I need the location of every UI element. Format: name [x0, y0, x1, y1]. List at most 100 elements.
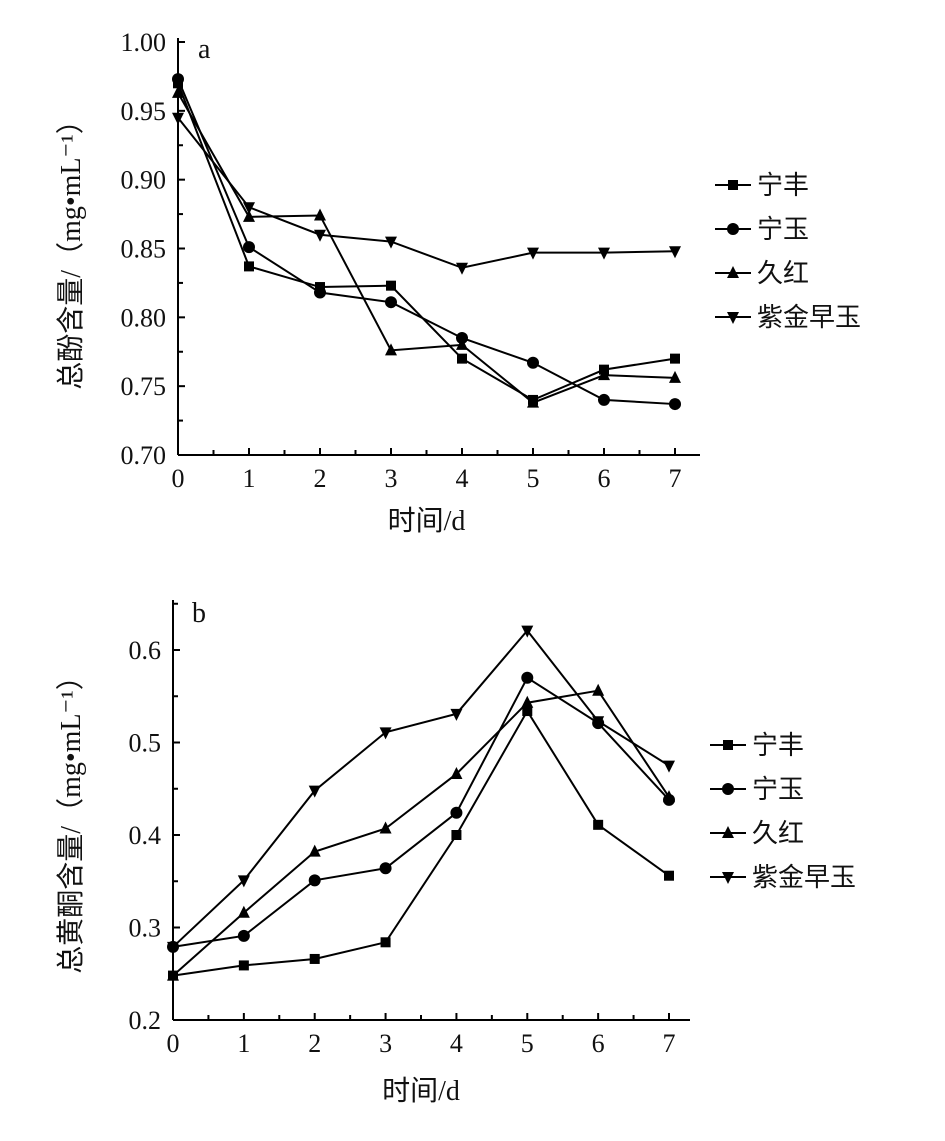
data-point	[314, 286, 326, 299]
legend-label: 久红	[752, 819, 804, 848]
y-tick-label: 0.95	[121, 97, 167, 126]
data-point	[670, 353, 680, 364]
y-tick-label: 0.80	[121, 303, 167, 332]
data-point	[379, 727, 392, 740]
chart-b: 0.2 0.3 0.4 0.5 0.6 0 1 2 3 4 5 6 7 b 时间/d 总黄酮含量/（mg•mL…	[55, 598, 856, 1107]
data-point	[385, 343, 397, 356]
y-tick-label: 0.75	[121, 372, 167, 401]
series-紫金早玉	[172, 112, 681, 275]
x-tick-label: 3	[385, 464, 398, 493]
y-axis-label: 总黄酮含量/（mg•mL⁻¹）	[55, 662, 87, 973]
legend-label: 宁玉	[757, 215, 809, 244]
x-tick-label: 4	[456, 464, 469, 493]
data-point	[663, 760, 675, 773]
legend-label: 宁丰	[757, 171, 809, 200]
data-point	[237, 929, 250, 942]
data-point	[167, 968, 179, 981]
legend-marker	[727, 223, 739, 235]
data-point	[456, 262, 468, 275]
data-point	[598, 393, 610, 406]
series-line	[172, 709, 670, 977]
legend-marker	[727, 312, 739, 324]
data-point	[521, 671, 534, 684]
data-point	[457, 353, 467, 364]
data-point	[386, 280, 396, 291]
data-point	[592, 716, 605, 729]
x-tick-label: 2	[308, 1029, 321, 1058]
series-line	[172, 689, 670, 977]
data-point	[167, 941, 179, 954]
data-point	[172, 73, 184, 86]
x-tick-label: 6	[592, 1029, 605, 1058]
data-point	[598, 247, 610, 260]
data-point	[669, 370, 681, 383]
y-tick-label: 0.3	[129, 914, 162, 943]
data-point	[308, 785, 321, 798]
data-point	[450, 708, 463, 721]
x-tick-label: 6	[598, 464, 611, 493]
legend-label: 久红	[757, 259, 809, 288]
x-tick-label: 7	[663, 1029, 676, 1058]
data-point	[592, 683, 605, 696]
y-tick-label: 0.5	[129, 729, 162, 758]
data-point	[309, 953, 320, 964]
data-point	[237, 905, 250, 918]
series-line	[172, 628, 670, 948]
y-tick-label: 0.90	[121, 166, 167, 195]
y-tick-label: 0.6	[129, 636, 162, 665]
legend-label: 紫金早玉	[752, 863, 856, 892]
x-tick-label: 7	[669, 464, 682, 493]
data-point	[243, 202, 255, 215]
x-tick-label: 5	[521, 1029, 534, 1058]
data-point	[450, 806, 463, 819]
x-tick-label: 0	[172, 464, 185, 493]
series-line	[172, 676, 670, 948]
x-tick-label: 5	[527, 464, 540, 493]
y-axis-label: 总酚含量/（mg•mL⁻¹）	[55, 106, 87, 389]
x-axis-label: 时间/d	[388, 505, 466, 537]
y-tick-label: 0.85	[121, 235, 167, 264]
y-tick-label: 0.2	[129, 1006, 162, 1035]
data-point	[456, 337, 468, 350]
x-tick-label: 1	[243, 464, 256, 493]
series-line	[177, 92, 676, 404]
series-宁玉	[172, 73, 681, 411]
panel-label: a	[198, 34, 211, 65]
legend-label: 紫金早玉	[757, 303, 861, 332]
data-point	[379, 862, 392, 875]
data-point	[669, 246, 681, 259]
legend-marker	[728, 180, 738, 190]
data-point	[593, 819, 604, 830]
data-point	[522, 706, 533, 717]
data-point	[243, 241, 255, 254]
y-tick-label: 0.4	[129, 821, 162, 850]
data-point	[314, 208, 326, 221]
series-line	[177, 82, 676, 402]
x-tick-label: 4	[450, 1029, 463, 1058]
x-tick-label: 3	[379, 1029, 392, 1058]
data-point	[379, 821, 392, 834]
y-tick-label: 0.70	[121, 441, 167, 470]
data-point	[237, 875, 250, 888]
data-point	[308, 844, 321, 857]
legend-label: 宁丰	[752, 731, 804, 760]
legend-marker	[722, 783, 734, 795]
data-point	[172, 112, 184, 125]
series-紫金早玉	[167, 625, 675, 954]
series-line	[177, 78, 676, 406]
data-point	[669, 398, 681, 411]
data-point	[450, 766, 463, 779]
x-tick-label: 1	[237, 1029, 250, 1058]
legend-marker	[727, 266, 739, 278]
x-axis-label: 时间/d	[382, 1075, 460, 1107]
y-tick-label: 1.00	[121, 28, 167, 57]
series-久红	[172, 85, 681, 408]
series-久红	[167, 683, 675, 981]
data-point	[172, 85, 184, 98]
x-tick-label: 2	[314, 464, 327, 493]
data-point	[238, 960, 249, 971]
panel-label: b	[192, 598, 206, 629]
data-point	[521, 625, 534, 638]
data-point	[521, 695, 534, 708]
